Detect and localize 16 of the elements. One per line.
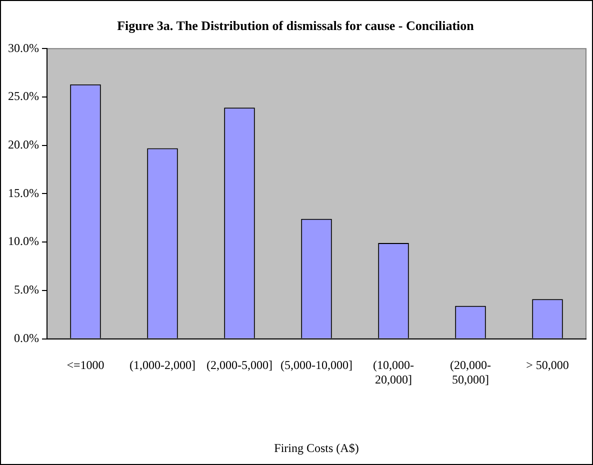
y-tick-label: 5.0% bbox=[14, 282, 39, 297]
x-axis-title: Firing Costs (A$) bbox=[274, 440, 359, 455]
y-tick-label: 20.0% bbox=[8, 137, 39, 152]
chart-title: Figure 3a. The Distribution of dismissals for cause - Conciliation bbox=[117, 18, 475, 34]
x-tick-label: (5,000-10,000] bbox=[280, 358, 352, 372]
x-tick-label: <=1000 bbox=[66, 358, 104, 372]
y-tick-label: 0.0% bbox=[14, 330, 39, 345]
x-tick-label: > 50,000 bbox=[526, 358, 569, 372]
x-tick-label: (20,000-50,000] bbox=[450, 358, 491, 387]
y-tick-label: 15.0% bbox=[8, 186, 39, 200]
x-tick-label: (10,000-20,000] bbox=[373, 358, 414, 387]
y-tick-label: 25.0% bbox=[8, 89, 39, 104]
x-tick-label: (1,000-2,000] bbox=[129, 358, 196, 372]
y-tick-label: 30.0% bbox=[8, 40, 39, 55]
y-tick-label: 10.0% bbox=[8, 234, 39, 248]
x-tick-label: (2,000-5,000] bbox=[206, 358, 272, 372]
